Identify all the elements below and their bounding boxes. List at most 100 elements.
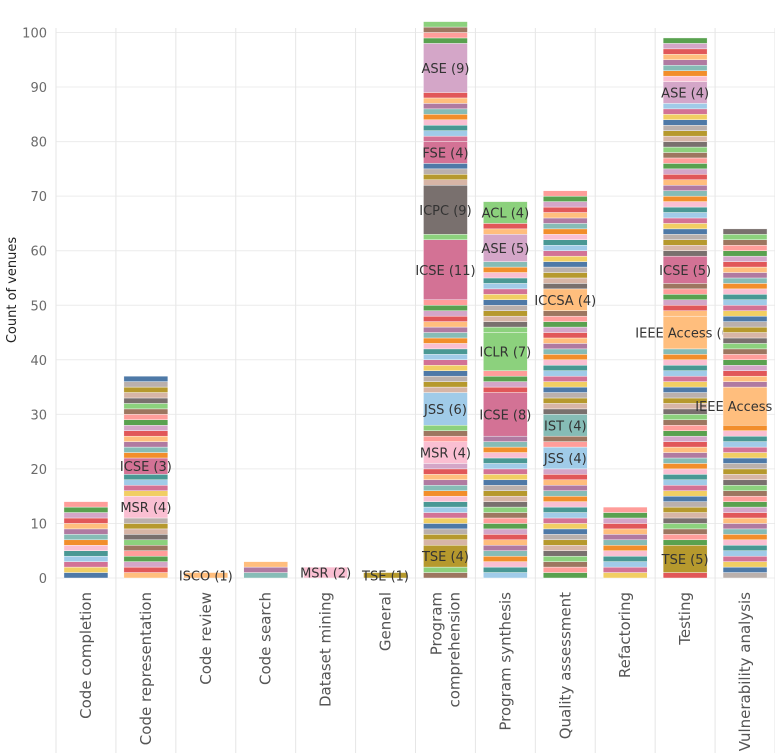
segment-label: JSS (6) bbox=[423, 403, 467, 418]
bar-segment bbox=[543, 441, 588, 448]
bar-segment bbox=[483, 321, 528, 328]
bar-segment bbox=[662, 370, 708, 377]
segment-label: IEEE Access (6) bbox=[635, 327, 735, 342]
y-tick-label: 30 bbox=[30, 408, 47, 423]
bar-segment bbox=[543, 545, 588, 551]
bar-segment bbox=[543, 365, 588, 371]
bar-segment bbox=[662, 365, 708, 371]
bar-segment bbox=[662, 206, 708, 213]
bar-segment bbox=[543, 386, 588, 393]
bar-segment bbox=[662, 381, 708, 388]
bar-segment bbox=[123, 555, 169, 562]
bar-segment bbox=[423, 310, 468, 317]
bar-segment bbox=[483, 534, 528, 541]
bar-segment bbox=[662, 288, 708, 295]
labeled-bar-segment bbox=[483, 392, 528, 437]
bar-segment bbox=[123, 550, 169, 557]
bar-segment bbox=[483, 272, 528, 279]
bar-segment bbox=[543, 239, 588, 246]
bar-segment bbox=[722, 326, 768, 333]
segment-label: MSR (2) bbox=[300, 567, 351, 582]
bar-segment bbox=[423, 315, 468, 322]
segment-label: ICLR (7) bbox=[480, 346, 532, 361]
y-axis-ticks: 0 10 20 30 40 50 60 70 80 90 100 bbox=[22, 27, 47, 588]
bar-segment bbox=[483, 266, 528, 273]
bar-segment bbox=[423, 32, 468, 39]
bar-segment bbox=[722, 501, 768, 508]
bar-segment bbox=[543, 566, 588, 573]
bar-segment bbox=[543, 272, 588, 279]
bar-segment bbox=[722, 332, 768, 339]
bar-segment bbox=[662, 195, 708, 202]
bar-segment bbox=[722, 370, 768, 377]
bar-segment bbox=[423, 425, 468, 431]
bar-segment bbox=[483, 545, 528, 551]
bar-segment bbox=[543, 370, 588, 377]
bar-segment bbox=[722, 457, 768, 464]
bar-segment bbox=[423, 37, 468, 44]
bar-segment bbox=[423, 506, 468, 513]
bar-segment bbox=[483, 446, 528, 453]
labeled-bar-segment bbox=[423, 392, 468, 426]
bar-segment bbox=[662, 283, 708, 290]
segment-label: ICSE (3) bbox=[120, 460, 172, 475]
bar-segment bbox=[123, 446, 169, 453]
bar-segment bbox=[722, 239, 768, 246]
bar-segment bbox=[423, 337, 468, 344]
bar-segment bbox=[483, 523, 528, 530]
x-tick-label: Programcomprehension bbox=[427, 592, 463, 708]
bar-segment bbox=[483, 490, 528, 497]
bar-segment bbox=[483, 370, 528, 377]
bar-segment bbox=[423, 332, 468, 339]
segment-label: MSR (4) bbox=[420, 447, 471, 462]
bar-segment bbox=[662, 299, 708, 306]
labeled-bar-segment bbox=[722, 386, 768, 426]
bar-segment bbox=[662, 294, 708, 300]
bar-dataset-mining: MSR (2) bbox=[300, 567, 351, 582]
bar-segment bbox=[662, 119, 708, 126]
bar-segment bbox=[483, 283, 528, 290]
bar-segment bbox=[123, 441, 169, 448]
bar-segment bbox=[543, 234, 588, 240]
bar-segment bbox=[423, 375, 468, 382]
y-tick-label: 50 bbox=[30, 299, 47, 314]
bar-segment bbox=[543, 403, 588, 410]
bar-segment bbox=[543, 337, 588, 344]
labeled-bar-segment bbox=[662, 315, 708, 350]
bar-segment bbox=[543, 490, 588, 497]
bar-segment bbox=[543, 375, 588, 382]
bar-segment bbox=[722, 528, 768, 535]
bar-segment bbox=[603, 550, 648, 557]
bar-segment bbox=[483, 261, 528, 268]
bar-segment bbox=[722, 539, 768, 546]
bar-segment bbox=[423, 179, 468, 186]
bar-segment bbox=[123, 414, 169, 421]
bar-segment bbox=[423, 92, 468, 99]
bar-segment bbox=[662, 501, 708, 508]
bar-segment bbox=[423, 485, 468, 491]
bar-segment bbox=[662, 452, 708, 459]
x-tick-label: Dataset mining bbox=[317, 592, 335, 707]
bar-segment bbox=[662, 234, 708, 240]
bar-segment bbox=[662, 430, 708, 437]
segment-label: IST (4) bbox=[544, 419, 587, 434]
x-tick-label: Testing bbox=[676, 592, 694, 646]
bar-segment bbox=[123, 479, 169, 486]
bar-segment bbox=[123, 392, 169, 399]
bar-segment bbox=[603, 528, 648, 535]
y-tick-label: 0 bbox=[39, 572, 47, 587]
bar-segment bbox=[483, 299, 528, 306]
bar-segment bbox=[722, 561, 768, 568]
bar-segment bbox=[603, 555, 648, 562]
bar-segment bbox=[603, 539, 648, 546]
bar-segment bbox=[603, 517, 648, 524]
bar-segment bbox=[603, 523, 648, 530]
bar-segment bbox=[662, 359, 708, 366]
bar-segment bbox=[123, 435, 169, 442]
bar-segment bbox=[483, 479, 528, 486]
bar-segment bbox=[543, 561, 588, 568]
bar-segment bbox=[63, 501, 109, 508]
bar-segment bbox=[722, 441, 768, 448]
bar-segment bbox=[483, 326, 528, 333]
bar-segment bbox=[543, 261, 588, 268]
